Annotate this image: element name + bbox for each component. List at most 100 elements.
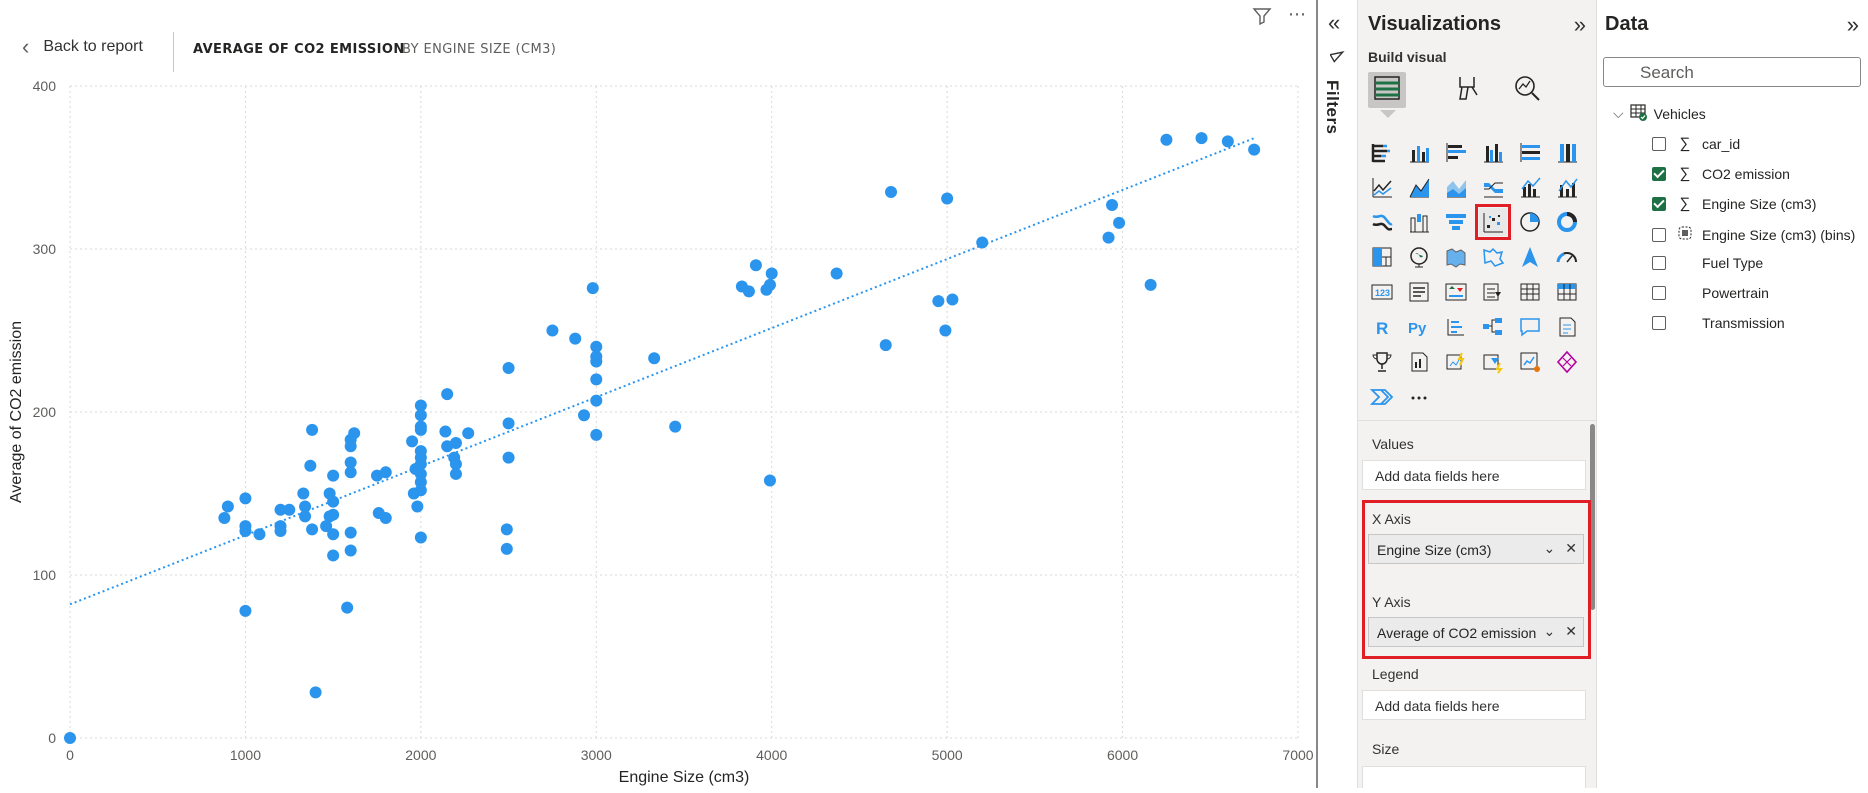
- build-visual-tab[interactable]: [1368, 72, 1406, 108]
- paginated-report-icon[interactable]: [1405, 348, 1433, 376]
- field-checkbox[interactable]: [1652, 136, 1666, 151]
- power-apps-icon[interactable]: [1442, 348, 1470, 376]
- data-point: [578, 409, 591, 422]
- crumb-average-co2[interactable]: AVERAGE OF CO2 EMISSION: [193, 42, 405, 57]
- qa-icon[interactable]: [1516, 313, 1544, 341]
- pie-chart-icon[interactable]: [1516, 208, 1544, 236]
- pane-scrollbar[interactable]: [1590, 424, 1595, 610]
- data-point: [344, 456, 357, 469]
- field-row[interactable]: ∑ Engine Size (cm3): [1652, 195, 1816, 212]
- waterfall-chart-icon[interactable]: [1368, 208, 1396, 236]
- pane-divider[interactable]: [1316, 0, 1318, 788]
- line-chart-icon[interactable]: [1368, 173, 1396, 201]
- data-point: [414, 484, 427, 497]
- visual-type-gallery: 123 R Py: [1368, 138, 1583, 413]
- build-visual-icon: [1372, 74, 1402, 107]
- field-row[interactable]: Engine Size (cm3) (bins): [1652, 225, 1855, 245]
- chevron-down-icon[interactable]: ⌵: [1613, 105, 1624, 121]
- data-point: [299, 500, 312, 513]
- x-tick-label: 1000: [230, 747, 261, 763]
- data-point: [1160, 133, 1173, 146]
- python-visual-icon[interactable]: Py: [1405, 313, 1433, 341]
- search-input[interactable]: Search: [1603, 57, 1861, 87]
- matrix-icon[interactable]: [1553, 278, 1581, 306]
- size-drop-zone[interactable]: [1362, 766, 1586, 788]
- back-to-report-link[interactable]: ‹ Back to report: [22, 36, 143, 58]
- field-row[interactable]: Fuel Type: [1652, 255, 1763, 271]
- field-checkbox[interactable]: [1652, 256, 1666, 270]
- azure-map-icon[interactable]: [1516, 243, 1544, 271]
- stacked-bar-chart-icon[interactable]: [1368, 138, 1396, 166]
- r-visual-icon[interactable]: R: [1368, 313, 1396, 341]
- chevron-down-icon[interactable]: ⌄: [1543, 540, 1556, 556]
- x-axis-field-pill[interactable]: Engine Size (cm3) ⌄ ✕: [1368, 534, 1584, 564]
- 100-stacked-bar-icon[interactable]: [1516, 138, 1544, 166]
- field-row[interactable]: ∑ car_id: [1652, 135, 1740, 152]
- table-node-vehicles[interactable]: ⌵ Vehicles: [1613, 103, 1706, 124]
- clustered-column-chart-icon[interactable]: [1479, 138, 1507, 166]
- shape-map-icon[interactable]: [1479, 243, 1507, 271]
- line-and-clustered-column-icon[interactable]: [1553, 173, 1581, 201]
- card-icon[interactable]: 123: [1368, 278, 1396, 306]
- donut-chart-icon[interactable]: [1553, 208, 1581, 236]
- crumb-by-engine-size[interactable]: BY ENGINE SIZE (CM3): [402, 42, 557, 57]
- filter-pane-icon[interactable]: [1329, 48, 1346, 69]
- field-checkbox[interactable]: [1652, 228, 1666, 242]
- scatter-chart-icon[interactable]: [1475, 204, 1511, 240]
- slicer-icon[interactable]: [1479, 278, 1507, 306]
- legend-drop-zone[interactable]: Add data fields here: [1362, 690, 1586, 720]
- filled-map-icon[interactable]: [1442, 243, 1470, 271]
- y-axis-well-label: Y Axis: [1372, 594, 1411, 610]
- field-checkbox[interactable]: [1652, 166, 1666, 181]
- values-drop-zone[interactable]: Add data fields here: [1362, 460, 1586, 490]
- custom-visual-icon[interactable]: [1516, 348, 1544, 376]
- y-axis-field-pill[interactable]: Average of CO2 emission ⌄ ✕: [1368, 617, 1584, 647]
- stacked-column-chart-icon[interactable]: [1405, 138, 1433, 166]
- remove-field-icon[interactable]: ✕: [1565, 623, 1577, 639]
- funnel-chart-icon[interactable]: [1442, 208, 1470, 236]
- power-automate-icon[interactable]: [1479, 348, 1507, 376]
- field-checkbox[interactable]: [1652, 316, 1666, 330]
- svg-text:Py: Py: [1408, 320, 1427, 337]
- stacked-area-chart-icon[interactable]: [1442, 173, 1470, 201]
- power-automate-chevron-icon[interactable]: [1368, 383, 1396, 411]
- expand-visualizations-icon[interactable]: »: [1573, 12, 1586, 37]
- field-row[interactable]: Transmission: [1652, 315, 1785, 331]
- chevron-down-icon[interactable]: ⌄: [1543, 623, 1556, 639]
- metrics-icon[interactable]: [1368, 348, 1396, 376]
- waterfall-columns-icon[interactable]: [1405, 208, 1433, 236]
- map-icon[interactable]: [1405, 243, 1433, 271]
- line-and-stacked-column-icon[interactable]: [1516, 173, 1544, 201]
- more-visuals-icon[interactable]: [1405, 383, 1433, 411]
- data-point: [327, 528, 340, 541]
- collapse-filters-icon[interactable]: «: [1328, 10, 1341, 35]
- filter-icon[interactable]: [1252, 6, 1272, 32]
- filters-label[interactable]: Filters: [1323, 80, 1342, 135]
- field-checkbox[interactable]: [1652, 286, 1666, 300]
- smart-narrative-icon[interactable]: [1553, 313, 1581, 341]
- sigma-icon: ∑: [1679, 165, 1691, 182]
- clustered-bar-chart-icon[interactable]: [1442, 138, 1470, 166]
- key-influencers-icon[interactable]: [1442, 313, 1470, 341]
- treemap-icon[interactable]: [1368, 243, 1396, 271]
- kpi-icon[interactable]: [1442, 278, 1470, 306]
- multi-row-card-icon[interactable]: [1405, 278, 1433, 306]
- data-point: [239, 524, 252, 537]
- data-point: [500, 523, 513, 536]
- field-row[interactable]: Powertrain: [1652, 285, 1769, 301]
- expand-data-icon[interactable]: »: [1846, 12, 1859, 37]
- analytics-tab[interactable]: [1508, 72, 1546, 108]
- field-name: Fuel Type: [1702, 255, 1764, 271]
- more-options-icon[interactable]: ⋯: [1288, 4, 1307, 24]
- area-chart-icon[interactable]: [1405, 173, 1433, 201]
- table-icon[interactable]: [1516, 278, 1544, 306]
- decomposition-tree-icon[interactable]: [1479, 313, 1507, 341]
- remove-field-icon[interactable]: ✕: [1565, 540, 1577, 556]
- format-visual-tab[interactable]: [1448, 72, 1486, 108]
- field-row[interactable]: ∑ CO2 emission: [1652, 165, 1790, 182]
- 100-stacked-column-icon[interactable]: [1553, 138, 1581, 166]
- diamond-visual-icon[interactable]: [1553, 348, 1581, 376]
- gauge-icon[interactable]: [1553, 243, 1581, 271]
- ribbon-chart-icon[interactable]: [1479, 173, 1507, 201]
- field-checkbox[interactable]: [1652, 196, 1666, 211]
